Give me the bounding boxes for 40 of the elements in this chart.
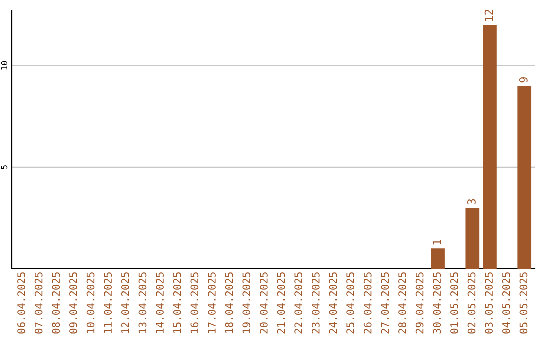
x-tick-label: 23.04.2025 (312, 272, 320, 334)
x-tick-label: 05.05.2025 (520, 272, 528, 334)
x-tick-label: 20.04.2025 (260, 272, 268, 334)
x-tick-label: 29.04.2025 (416, 272, 424, 334)
x-tick-label: 15.04.2025 (173, 272, 182, 334)
bar (431, 248, 445, 269)
bar (483, 25, 497, 269)
x-tick-label: 18.04.2025 (225, 272, 234, 334)
x-tick-label: 24.04.2025 (329, 272, 338, 334)
x-tick-label: 02.05.2025 (468, 272, 476, 334)
x-tick-label: 22.04.2025 (294, 272, 303, 334)
y-tick-label: 5 (1, 166, 8, 170)
y-tick-label: 10 (1, 61, 8, 70)
x-tick-label: 11.04.2025 (104, 272, 112, 334)
x-tick-label: 04.05.2025 (502, 272, 510, 334)
data-label: 9 (519, 77, 528, 83)
x-tick-label: 12.04.2025 (121, 272, 130, 334)
data-label: 3 (468, 199, 476, 205)
x-tick-label: 13.04.2025 (138, 272, 147, 334)
x-tick-label: 21.04.2025 (277, 272, 286, 334)
x-tick-label: 26.04.2025 (364, 272, 372, 334)
x-tick-label: 08.04.2025 (52, 272, 60, 334)
x-tick-label: 27.04.2025 (381, 272, 390, 334)
x-tick-label: 06.04.2025 (18, 272, 26, 334)
x-tick-label: 16.04.2025 (190, 272, 199, 334)
x-tick-label: 19.04.2025 (242, 272, 251, 334)
x-tick-label: 17.04.2025 (208, 272, 216, 334)
bar (518, 86, 532, 269)
x-tick-label: 14.04.2025 (156, 272, 164, 334)
data-label: 12 (484, 10, 494, 22)
x-tick-label: 25.04.2025 (346, 272, 354, 334)
x-tick-label: 28.04.2025 (398, 272, 406, 334)
x-tick-label: 01.05.2025 (450, 272, 458, 334)
data-label: 1 (433, 240, 442, 245)
x-tick-label: 07.04.2025 (34, 272, 43, 334)
x-tick-label: 10.04.2025 (86, 272, 95, 334)
bar (466, 208, 480, 269)
x-tick-label: 09.04.2025 (70, 272, 78, 334)
x-tick-label: 30.04.2025 (433, 272, 442, 334)
x-tick-label: 03.05.2025 (485, 272, 494, 334)
